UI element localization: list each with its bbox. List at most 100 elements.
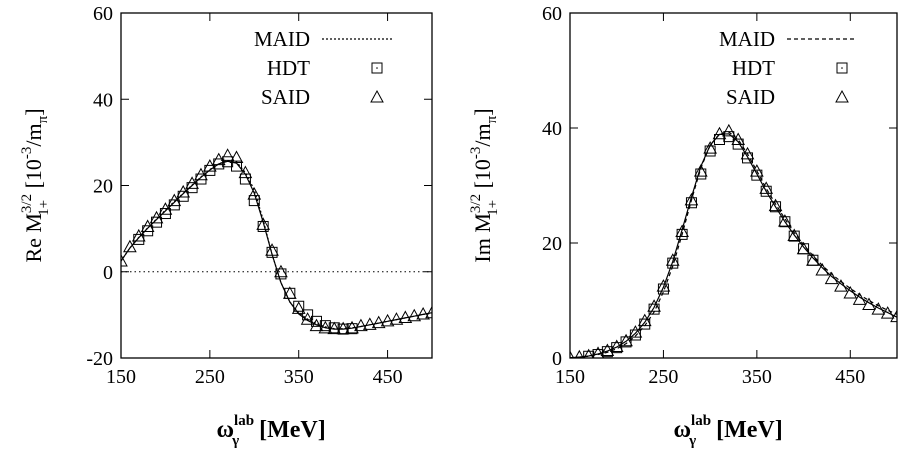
y-axis-title-prefix: Re M	[21, 213, 46, 263]
marker-said-triangle	[712, 126, 727, 140]
y-axis-title-unit-mid: /m	[470, 123, 495, 146]
legend-label-maid: MAID	[719, 27, 775, 51]
marker-hdt-square	[620, 336, 632, 348]
plot-frame	[569, 12, 898, 359]
marker-said-triangle	[583, 348, 594, 358]
marker-said-triangle	[238, 165, 253, 179]
marker-said-triangle	[768, 198, 783, 212]
marker-hdt-square	[151, 216, 163, 228]
legend: MAID HDT SAID	[254, 27, 392, 109]
marker-hdt-square	[770, 201, 782, 213]
y-axis-title-unit-mid: /m	[21, 123, 46, 146]
marker-hdt-square	[346, 323, 358, 335]
marker-said-triangle	[796, 241, 811, 255]
marker-said-triangle	[425, 305, 432, 319]
x-tick-label: 250	[195, 366, 225, 388]
marker-hdt-square	[231, 160, 243, 172]
legend-swatch-hdt	[836, 62, 848, 74]
x-tick-label: 450	[835, 366, 865, 388]
marker-said-triangle	[843, 285, 858, 299]
y-tick-label: 40	[542, 118, 562, 140]
marker-said-triangle	[282, 286, 297, 299]
marker-hdt-square	[713, 134, 725, 145]
marker-said-triangle	[880, 306, 895, 319]
marker-said-triangle	[291, 301, 306, 314]
series-line-hdt	[570, 133, 897, 358]
marker-said-triangle	[778, 214, 792, 227]
marker-said-triangle	[300, 312, 315, 325]
marker-said-triangle	[600, 343, 615, 357]
marker-hdt-square	[592, 349, 604, 358]
marker-hdt-square	[239, 173, 251, 185]
x-tick-label: 350	[742, 366, 772, 388]
panel-left: 150 250 350 450 -20 0 20 40 60 ωlab γ [MeV] Re M3/2…	[19, 3, 433, 449]
marker-said-triangle	[647, 299, 661, 312]
marker-hdt-square	[159, 208, 171, 220]
x-axis-title-unit: [MeV]	[253, 417, 326, 443]
series-line-maid	[570, 131, 897, 358]
y-axis-title-unit-close: ]	[21, 108, 46, 115]
marker-said-triangle	[871, 302, 886, 315]
legend-swatch-said	[370, 89, 384, 103]
x-axis-title-sub: γ	[231, 433, 239, 449]
marker-said-triangle	[167, 193, 182, 207]
marker-said-triangle	[656, 279, 671, 292]
marker-said-triangle	[570, 350, 575, 358]
marker-said-triangle	[256, 217, 271, 230]
y-tick-label: 20	[93, 176, 113, 198]
marker-said-triangle	[759, 181, 774, 194]
marker-said-triangle	[591, 346, 605, 358]
y-axis-title-sup: 3/2	[19, 194, 35, 213]
marker-said-triangle	[416, 306, 430, 320]
marker-said-triangle	[318, 320, 333, 334]
x-axis-title-sub: γ	[688, 433, 696, 449]
marker-said-triangle	[574, 349, 584, 358]
legend-label-hdt: HDT	[267, 56, 310, 80]
y-axis-title-unit-open: [10	[470, 159, 495, 194]
y-tick-label: 60	[542, 3, 562, 25]
y-tick-label: 40	[93, 89, 113, 111]
y-tick-label: -20	[86, 348, 113, 370]
x-tick-label: 150	[106, 366, 136, 388]
legend-swatch-hdt-dot	[376, 67, 378, 69]
x-axis-title-unit: [MeV]	[710, 417, 783, 443]
y-axis-title-unit-sub: π	[484, 115, 500, 123]
marker-said-triangle	[389, 312, 404, 325]
marker-hdt-square	[319, 320, 331, 332]
marker-said-triangle	[637, 313, 652, 327]
marker-said-triangle	[327, 321, 342, 335]
y-tick-label: 60	[93, 3, 113, 25]
marker-said-triangle	[628, 325, 643, 338]
x-axis-title-symbol: ω	[674, 417, 692, 443]
marker-said-triangle	[229, 150, 244, 163]
marker-said-triangle	[371, 315, 386, 329]
y-tick-label: 20	[542, 233, 562, 255]
marker-said-triangle	[380, 313, 395, 327]
marker-said-triangle	[149, 210, 164, 224]
marker-said-triangle	[336, 321, 350, 335]
y-axis-title-unit-close: ]	[470, 108, 495, 115]
marker-said-triangle	[721, 123, 736, 137]
marker-said-triangle	[815, 262, 830, 276]
y-axis-title-sub: 1+	[485, 200, 501, 216]
legend-swatch-hdt-dot	[841, 67, 843, 69]
marker-said-triangle	[398, 310, 413, 323]
x-tick-label: 350	[284, 366, 314, 388]
marker-said-triangle	[693, 164, 708, 177]
legend-label-said: SAID	[261, 85, 310, 109]
marker-said-triangle	[362, 317, 377, 330]
marker-said-triangle	[354, 318, 368, 332]
marker-said-triangle	[731, 132, 746, 145]
marker-hdt-square	[248, 195, 260, 207]
x-axis-title-sup: lab	[691, 413, 711, 429]
marker-said-triangle	[407, 308, 422, 322]
marker-said-triangle	[703, 141, 717, 154]
marker-said-triangle	[247, 187, 262, 200]
marker-hdt-square	[788, 230, 800, 242]
marker-said-triangle	[220, 148, 235, 161]
y-axis-title-unit-exp: -3	[19, 147, 35, 160]
y-axis-title: Re M3/21+ [10-3/mπ]	[19, 108, 52, 262]
marker-said-triangle	[309, 318, 324, 332]
